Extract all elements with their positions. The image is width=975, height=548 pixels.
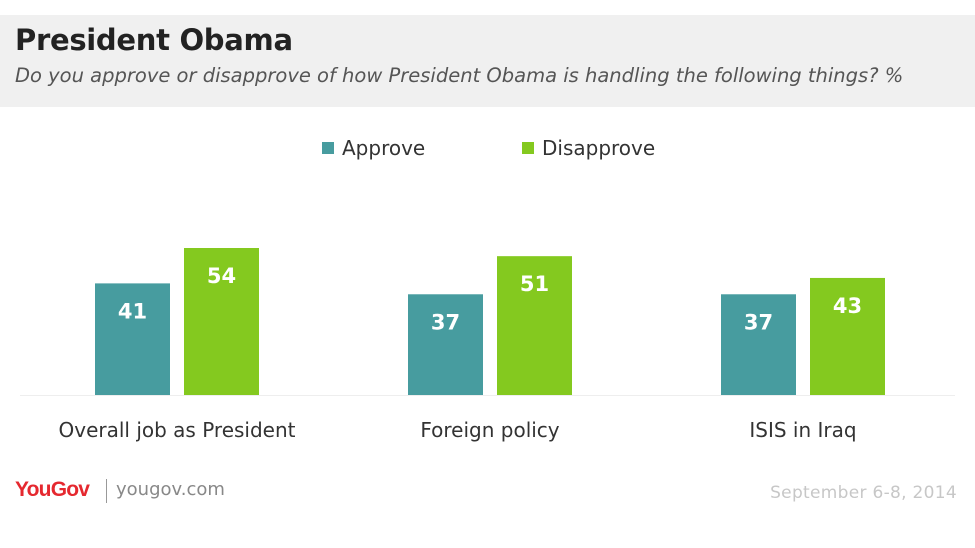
bar-disapprove <box>184 248 259 395</box>
footer-divider <box>106 479 107 503</box>
bar-disapprove <box>497 256 572 395</box>
chart-header: President Obama Do you approve or disapp… <box>0 15 975 107</box>
footer-date: September 6-8, 2014 <box>770 483 957 503</box>
bar-approve <box>408 294 483 395</box>
legend-label-approve: Approve <box>342 136 426 160</box>
data-label-disapprove: 54 <box>207 264 236 288</box>
legend-item-disapprove: Disapprove <box>522 135 655 161</box>
legend-item-approve: Approve <box>322 135 425 161</box>
legend-swatch-disapprove <box>522 142 534 154</box>
category-label: Foreign policy <box>420 418 559 442</box>
category-label: ISIS in Iraq <box>749 418 856 442</box>
data-label-disapprove: 43 <box>833 294 862 318</box>
legend-label-disapprove: Disapprove <box>542 136 656 160</box>
yougov-logo: YouGov <box>15 478 90 501</box>
chart-title: President Obama <box>15 23 293 57</box>
bar-approve <box>95 283 170 395</box>
data-label-approve: 37 <box>431 310 460 334</box>
data-label-disapprove: 51 <box>520 272 549 296</box>
data-label-approve: 41 <box>118 299 147 323</box>
data-label-approve: 37 <box>744 310 773 334</box>
chart-subtitle: Do you approve or disapprove of how Pres… <box>15 64 904 87</box>
category-label: Overall job as President <box>58 418 295 442</box>
bar-disapprove <box>810 277 885 395</box>
footer-site-link[interactable]: yougov.com <box>116 479 225 500</box>
legend-swatch-approve <box>322 142 334 154</box>
bar-approve <box>721 294 796 395</box>
